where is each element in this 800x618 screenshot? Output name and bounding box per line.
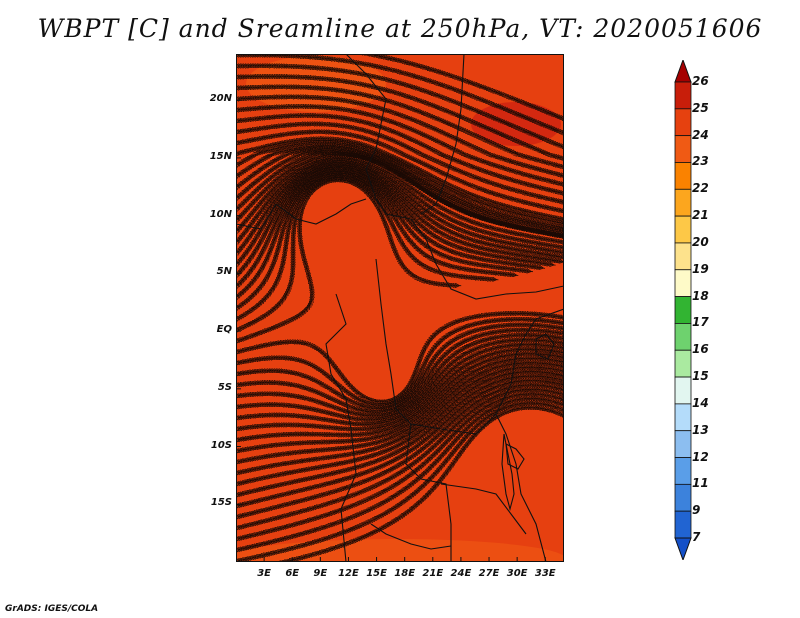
colorbar-swatch <box>674 510 692 539</box>
lat-tick-label: 10S <box>210 439 232 451</box>
colorbar-level-label: 14 <box>692 395 709 410</box>
colorbar-level-label: 15 <box>692 369 709 384</box>
border-line <box>375 258 477 435</box>
lake-outline <box>535 333 555 360</box>
border-line <box>440 483 527 535</box>
lake-outline <box>501 433 515 512</box>
border-line <box>420 54 465 215</box>
colorbar-level-label: 21 <box>692 208 709 223</box>
lat-tick-label: EQ <box>216 324 232 336</box>
colorbar-swatch <box>674 430 692 458</box>
map-border <box>236 54 564 562</box>
colorbar-swatch <box>674 376 692 405</box>
colorbar-swatch <box>674 296 692 324</box>
lon-tick-label: 21E <box>422 568 444 579</box>
colorbar-swatch <box>674 81 692 110</box>
colorbar-level-label: 19 <box>692 261 709 276</box>
footer-credit: GrADS: IGES/COLA <box>5 604 99 614</box>
colorbar-swatch <box>674 483 692 512</box>
border-line <box>345 54 564 300</box>
colorbar-level-label: 17 <box>692 315 709 330</box>
border-line <box>370 523 452 550</box>
lat-tick-label: 15N <box>209 150 232 162</box>
colorbar-min-triangle <box>674 537 692 560</box>
colorbar-swatch <box>674 162 692 190</box>
colorbar-level-label: 24 <box>692 127 709 142</box>
lat-tick-label: 10N <box>209 208 232 220</box>
lon-tick-label: 3E <box>257 568 271 579</box>
lon-tick-label: 9E <box>313 568 328 579</box>
lon-tick-label: 12E <box>338 568 359 579</box>
border-line <box>405 423 452 562</box>
colorbar-swatch <box>674 457 692 485</box>
map-title: WBPT [C] and Sreamline at 250hPa, VT: 20… <box>37 14 763 43</box>
border-line <box>495 413 547 562</box>
colorbar <box>674 60 692 560</box>
colorbar-swatch <box>674 323 692 351</box>
map-panel <box>236 54 564 562</box>
country-borders <box>236 54 564 562</box>
colorbar-level-label: 22 <box>692 181 709 196</box>
lat-tick-label: 5S <box>217 381 232 393</box>
colorbar-level-label: 18 <box>692 288 709 303</box>
border-line <box>236 203 277 230</box>
colorbar-level-label: 13 <box>692 422 709 437</box>
colorbar-swatch <box>674 269 692 297</box>
colorbar-level-label: 7 <box>692 530 701 544</box>
lake-outline <box>505 443 525 470</box>
lon-tick-label: 24E <box>450 568 472 579</box>
colorbar-level-label: 11 <box>692 476 709 491</box>
colorbar-level-label: 12 <box>692 449 709 464</box>
colorbar-swatch <box>674 349 692 378</box>
lon-tick-label: 33E <box>534 568 556 579</box>
lon-tick-label: 18E <box>394 568 416 579</box>
lat-tick-label: 20N <box>209 93 232 105</box>
colorbar-level-label: 16 <box>692 342 709 357</box>
border-line <box>275 198 367 225</box>
colorbar-swatch <box>674 188 692 217</box>
colorbar-level-label: 20 <box>692 234 709 249</box>
colorbar-swatch <box>674 135 692 163</box>
lon-tick-label: 30E <box>506 568 528 579</box>
colorbar-level-label: 9 <box>692 503 701 518</box>
colorbar-level-label: 25 <box>692 100 709 115</box>
border-line <box>325 293 357 562</box>
colorbar-swatch <box>674 215 692 244</box>
colorbar-swatch <box>674 403 692 432</box>
lat-tick-label: 5N <box>216 266 232 278</box>
colorbar-max-triangle <box>674 60 692 83</box>
lon-tick-label: 6E <box>285 568 300 579</box>
lon-tick-label: 27E <box>478 568 500 579</box>
lat-tick-label: 15S <box>210 497 232 509</box>
colorbar-swatch <box>674 242 692 271</box>
lon-tick-label: 15E <box>366 568 387 579</box>
colorbar-swatch <box>674 108 692 137</box>
streamline <box>237 408 564 562</box>
colorbar-level-label: 23 <box>692 154 709 169</box>
streamlines <box>237 54 564 562</box>
colorbar-level-label: 26 <box>692 74 709 88</box>
